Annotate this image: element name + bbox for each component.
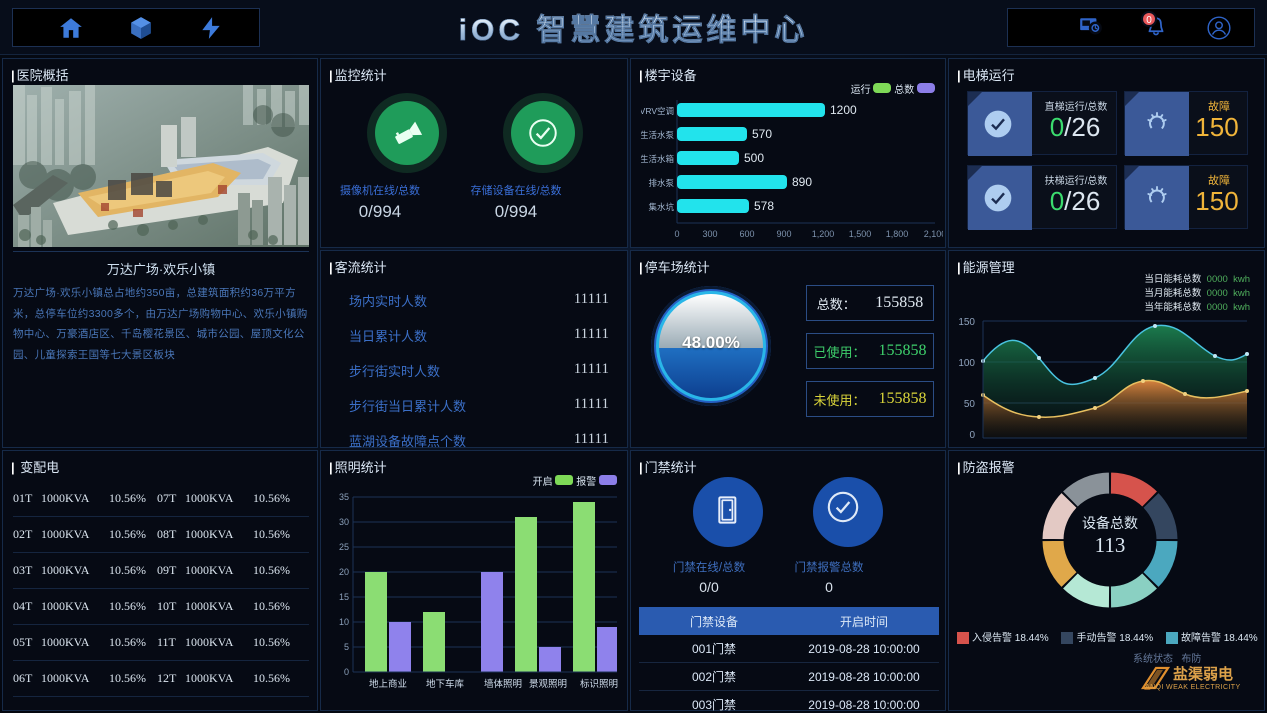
svg-text:20: 20	[339, 567, 349, 577]
svg-text:景观照明: 景观照明	[529, 679, 567, 690]
svg-text:VRV空调: VRV空调	[641, 106, 674, 116]
svg-text:150: 150	[958, 317, 975, 328]
svg-text:5: 5	[344, 642, 349, 652]
svg-text:890: 890	[792, 175, 812, 189]
svg-text:生活水泵: 生活水泵	[641, 130, 674, 140]
svg-text:地下车库: 地下车库	[426, 678, 465, 690]
svg-text:600: 600	[739, 229, 754, 239]
svg-text:50: 50	[964, 399, 976, 410]
svg-text:2,100: 2,100	[924, 229, 943, 239]
svg-text:500: 500	[744, 151, 764, 165]
svg-text:100: 100	[958, 358, 975, 369]
svg-text:墙体照明: 墙体照明	[484, 678, 522, 690]
svg-text:1,200: 1,200	[812, 229, 835, 239]
svg-text:0: 0	[344, 667, 349, 677]
svg-text:15: 15	[339, 592, 349, 602]
svg-text:集水坑: 集水坑	[648, 202, 674, 212]
svg-text:578: 578	[754, 199, 774, 213]
svg-text:地上商业: 地上商业	[369, 678, 407, 690]
svg-text:1,500: 1,500	[849, 229, 872, 239]
svg-text:10: 10	[339, 617, 349, 627]
svg-text:570: 570	[752, 127, 772, 141]
svg-text:0: 0	[674, 229, 679, 239]
svg-text:35: 35	[339, 492, 349, 502]
svg-text:300: 300	[702, 229, 717, 239]
svg-text:1200: 1200	[830, 103, 857, 117]
svg-text:30: 30	[339, 517, 349, 527]
svg-text:标识照明: 标识照明	[580, 678, 618, 690]
svg-text:排水泵: 排水泵	[648, 178, 674, 188]
svg-text:生活水箱: 生活水箱	[641, 154, 674, 164]
svg-text:0: 0	[969, 430, 975, 441]
svg-text:900: 900	[776, 229, 791, 239]
svg-text:25: 25	[339, 542, 349, 552]
svg-text:1,800: 1,800	[886, 229, 909, 239]
